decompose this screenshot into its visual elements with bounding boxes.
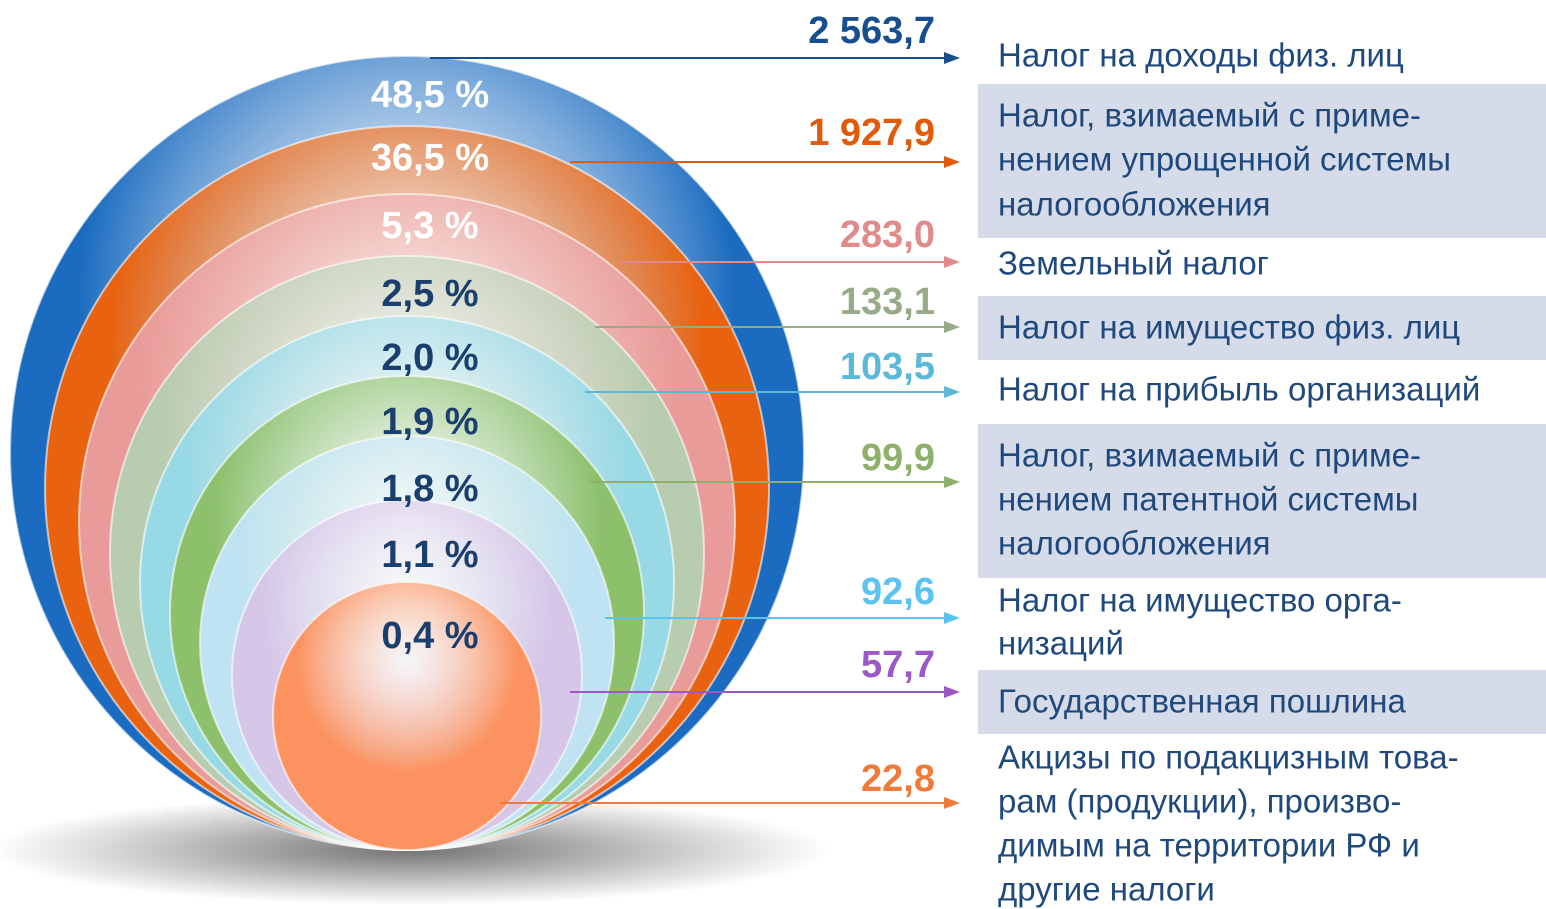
arrow-head bbox=[944, 476, 960, 488]
label-box bbox=[978, 84, 1546, 238]
percent-label: 1,1 % bbox=[381, 534, 478, 576]
value-label: 22,8 bbox=[861, 758, 935, 800]
value-label: 2 563,7 bbox=[808, 10, 935, 52]
item-label: Налог, взимаемый с приме- bbox=[998, 97, 1421, 134]
value-label: 283,0 bbox=[840, 214, 935, 256]
percent-label: 2,5 % bbox=[381, 273, 478, 315]
value-label: 1 927,9 bbox=[808, 112, 935, 154]
percent-label: 5,3 % bbox=[381, 205, 478, 247]
arrow-head bbox=[944, 797, 960, 809]
arrow-head bbox=[944, 321, 960, 333]
item-label: налогообложения bbox=[998, 186, 1271, 223]
item-label: Налог, взимаемый с приме- bbox=[998, 437, 1421, 474]
item-label: Акцизы по подакцизным това- bbox=[998, 739, 1459, 776]
value-label: 103,5 bbox=[840, 346, 935, 388]
item-label: рам (продукции), произво- bbox=[998, 783, 1401, 820]
value-label: 92,6 bbox=[861, 571, 935, 613]
item-label: другие налоги bbox=[998, 871, 1215, 908]
item-label: налогообложения bbox=[998, 525, 1271, 562]
percent-label: 48,5 % bbox=[371, 74, 489, 116]
arrow-head bbox=[944, 386, 960, 398]
percent-label: 2,0 % bbox=[381, 337, 478, 379]
ring bbox=[272, 581, 542, 851]
item-label: Налог на имущество физ. лиц bbox=[998, 309, 1460, 346]
item-label: Налог на прибыль организаций bbox=[998, 371, 1480, 408]
label-box bbox=[978, 424, 1546, 578]
value-label: 133,1 bbox=[840, 281, 935, 323]
item-label: Налог на имущество орга- bbox=[998, 582, 1402, 619]
label-box bbox=[978, 296, 1546, 360]
label-box bbox=[978, 670, 1546, 734]
value-label: 99,9 bbox=[861, 437, 935, 479]
item-label: нением упрощенной системы bbox=[998, 141, 1451, 178]
percent-label: 36,5 % bbox=[371, 137, 489, 179]
value-label: 57,7 bbox=[861, 644, 935, 686]
percent-label: 1,8 % bbox=[381, 468, 478, 510]
item-label: низаций bbox=[998, 625, 1124, 662]
arrow-head bbox=[944, 256, 960, 268]
item-label: Налог на доходы физ. лиц bbox=[998, 37, 1404, 74]
percent-label: 0,4 % bbox=[381, 615, 478, 657]
item-label: Земельный налог bbox=[998, 245, 1269, 282]
item-label: Государственная пошлина bbox=[998, 683, 1406, 720]
arrow-head bbox=[944, 156, 960, 168]
arrow-head bbox=[944, 612, 960, 624]
arrow-head bbox=[944, 686, 960, 698]
item-label: димым на территории РФ и bbox=[998, 827, 1420, 864]
percent-label: 1,9 % bbox=[381, 401, 478, 443]
item-label: нением патентной системы bbox=[998, 481, 1419, 518]
arrow-head bbox=[944, 52, 960, 64]
